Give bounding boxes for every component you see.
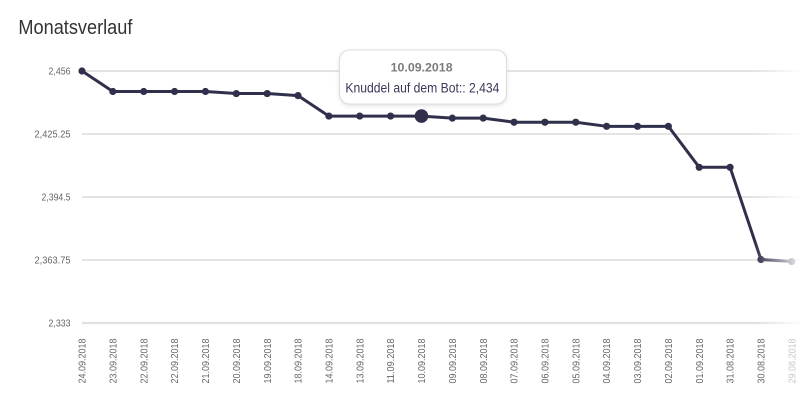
- svg-text:29.08.2018: 29.08.2018: [787, 338, 798, 383]
- svg-text:23.09.2018: 23.09.2018: [108, 338, 119, 383]
- svg-text:01.09.2018: 01.09.2018: [695, 338, 706, 383]
- svg-text:14.09.2018: 14.09.2018: [324, 338, 335, 383]
- svg-text:2,394.5: 2,394.5: [42, 193, 71, 204]
- svg-text:Monatsverlauf: Monatsverlauf: [18, 16, 132, 39]
- svg-text:10.09.2018: 10.09.2018: [391, 60, 453, 74]
- svg-text:06.09.2018: 06.09.2018: [541, 338, 552, 383]
- svg-text:2,363.75: 2,363.75: [35, 256, 71, 267]
- svg-text:07.09.2018: 07.09.2018: [510, 338, 521, 383]
- svg-text:2,456: 2,456: [49, 67, 71, 78]
- svg-text:31.08.2018: 31.08.2018: [726, 338, 737, 383]
- svg-text:10.09.2018: 10.09.2018: [417, 338, 428, 383]
- svg-text:24.09.2018: 24.09.2018: [78, 338, 89, 383]
- svg-text:08.09.2018: 08.09.2018: [479, 338, 490, 383]
- svg-text:03.09.2018: 03.09.2018: [633, 338, 644, 383]
- svg-text:22.09.2018: 22.09.2018: [139, 338, 150, 383]
- svg-text:09.09.2018: 09.09.2018: [448, 338, 459, 383]
- svg-text:19.09.2018: 19.09.2018: [263, 338, 274, 383]
- svg-text:21.09.2018: 21.09.2018: [201, 338, 212, 383]
- svg-text:20.09.2018: 20.09.2018: [232, 338, 243, 383]
- svg-text:2,425.25: 2,425.25: [35, 130, 71, 141]
- svg-text:05.09.2018: 05.09.2018: [571, 338, 582, 383]
- svg-text:11.09.2018: 11.09.2018: [386, 338, 397, 383]
- svg-text:Knuddel auf dem Bot:: 2,434: Knuddel auf dem Bot:: 2,434: [345, 80, 499, 96]
- svg-text:22.09.2018: 22.09.2018: [170, 338, 181, 383]
- svg-text:18.09.2018: 18.09.2018: [294, 338, 305, 383]
- svg-text:04.09.2018: 04.09.2018: [602, 338, 613, 383]
- svg-text:13.09.2018: 13.09.2018: [355, 338, 366, 383]
- svg-text:2,333: 2,333: [49, 319, 71, 330]
- svg-text:02.09.2018: 02.09.2018: [664, 338, 675, 383]
- svg-text:30.08.2018: 30.08.2018: [757, 338, 768, 383]
